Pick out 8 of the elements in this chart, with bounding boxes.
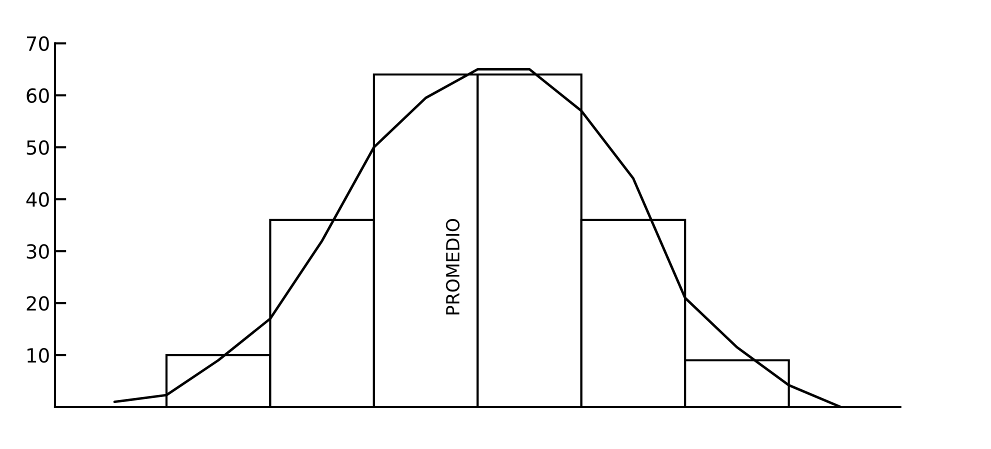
- y-tick-label: 10: [28, 348, 49, 363]
- y-tick-label: 20: [26, 296, 49, 311]
- y-tick-label: 60: [26, 88, 49, 103]
- y-tick-label: 40: [26, 192, 49, 207]
- annotation: PROMEDIO: [446, 219, 460, 314]
- y-tick-label: 30: [26, 244, 49, 259]
- y-tick-label: 50: [26, 140, 49, 155]
- y-tick-label: 70: [26, 36, 49, 51]
